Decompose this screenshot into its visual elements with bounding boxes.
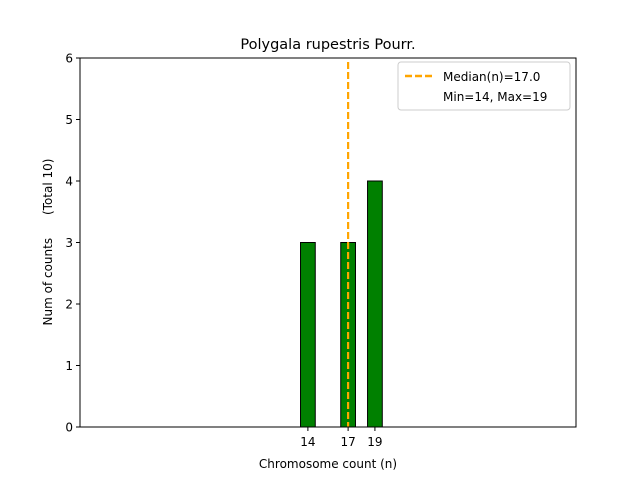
x-tick-label: 19 xyxy=(367,435,382,449)
bar-14 xyxy=(300,242,316,428)
chart-title: Polygala rupestris Pourr. xyxy=(240,37,415,53)
y-tick-label: 6 xyxy=(65,52,73,66)
y-tick-label: 2 xyxy=(65,298,73,312)
x-axis-label: Chromosome count (n) xyxy=(259,457,397,471)
x-axis: 14 17 19 xyxy=(300,427,383,449)
y-tick-label: 4 xyxy=(65,175,73,189)
y-tick-label: 3 xyxy=(65,236,73,250)
x-tick-label: 17 xyxy=(340,435,355,449)
legend-box xyxy=(397,61,571,111)
x-tick-label: 14 xyxy=(300,435,315,449)
legend-range-label: Min=14, Max=19 xyxy=(443,90,547,104)
y-tick-label: 5 xyxy=(65,113,73,127)
y-axis-label: Num of counts (Total 10) xyxy=(41,159,55,326)
bar-19 xyxy=(367,180,383,428)
y-tick-label: 1 xyxy=(65,359,73,373)
y-tick-label: 0 xyxy=(65,421,73,435)
legend: Median(n)=17.0 Min=14, Max=19 xyxy=(397,61,571,111)
y-axis: 0 1 2 3 4 5 6 xyxy=(65,52,80,435)
legend-median-label: Median(n)=17.0 xyxy=(443,70,540,84)
